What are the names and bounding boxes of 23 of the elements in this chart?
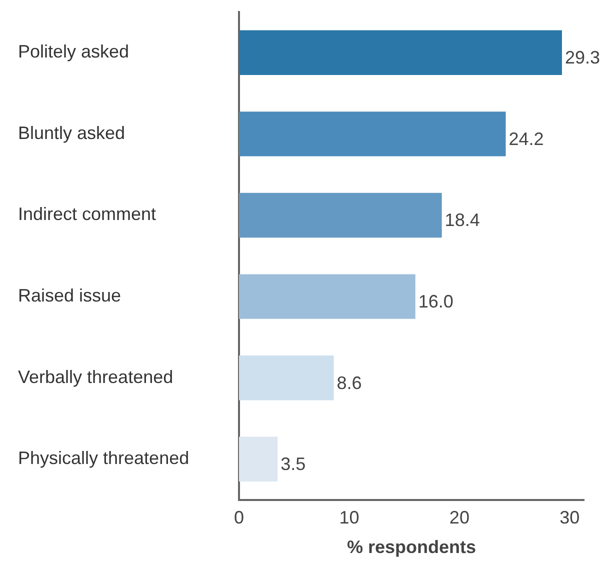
data-label: 18.4 [444,210,480,230]
y-tick-label: Indirect comment [18,204,156,224]
bar [239,112,506,156]
y-tick-label: Politely asked [18,42,130,62]
data-label: 16.0 [418,292,454,312]
x-tick-label: 30 [560,508,580,528]
x-axis-title: % respondents [346,537,476,558]
data-label: 29.3 [564,48,600,68]
bar [239,192,442,238]
x-tick-label: 10 [339,508,360,528]
x-tick-label: 20 [449,508,470,528]
bar [239,355,334,400]
y-tick-label: Bluntly asked [18,122,126,143]
y-tick-label: Physically threatened [18,448,190,468]
data-label: 24.2 [508,128,544,149]
bar [239,436,278,482]
bar [239,274,416,319]
y-tick-label: Verbally threatened [18,366,174,387]
y-tick-label: Raised issue [18,286,122,306]
x-tick-label: 0 [234,508,244,528]
bar [239,30,562,76]
data-label: 3.5 [280,454,306,474]
data-label: 8.6 [336,372,362,393]
